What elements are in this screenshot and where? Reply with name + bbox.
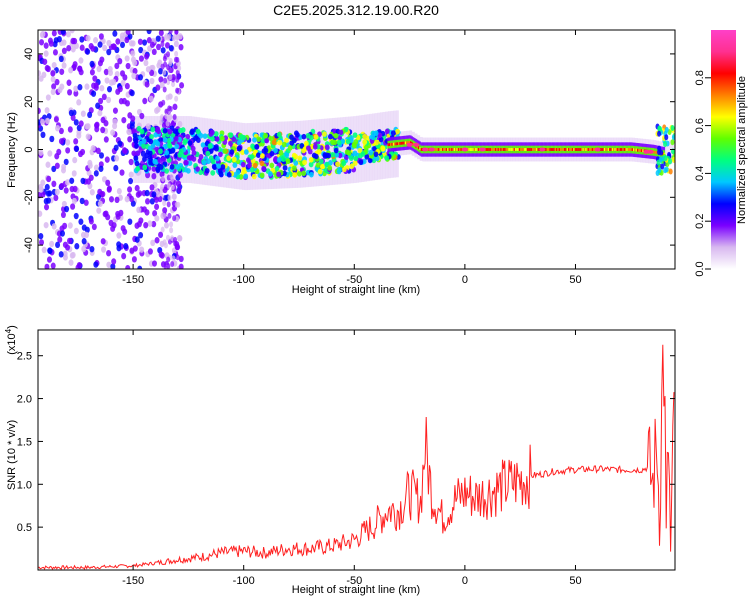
- spectrogram-x-label: Height of straight line (km): [292, 284, 420, 296]
- y-tick-label: 20: [23, 96, 35, 108]
- spectrogram-x-ticks: -150 -100 -50 0 50: [122, 30, 582, 286]
- y-tick-label: -20: [23, 189, 35, 205]
- figure-title: C2E5.2025.312.19.00.R20: [273, 2, 439, 18]
- snr-panel: -150 -100 -50 0 50 0.5 1.0 1.5 2.0 2.5 Height of…: [4, 325, 676, 596]
- x-tick-label: 50: [569, 274, 581, 286]
- x-tick-label: -50: [346, 274, 362, 286]
- y-tick-label: 1.5: [17, 436, 32, 448]
- x-tick-label: -50: [346, 575, 362, 587]
- snr-frame: [37, 329, 676, 571]
- x-tick-label: -150: [122, 274, 144, 286]
- colorbar-ticks: 0.0 0.2 0.4 0.6 0.8: [694, 70, 711, 277]
- x-tick-label: 0: [462, 274, 468, 286]
- x-tick-label: -100: [233, 575, 255, 587]
- colorbar-tick-label: 0.6: [694, 118, 706, 133]
- spectrogram-panel: -150 -100 -50 0 50 -40 -20 0 20 40 Height of str…: [6, 29, 676, 296]
- colorbar-tick-label: 0.8: [694, 70, 706, 85]
- y-tick-label: 0.5: [17, 522, 32, 534]
- colorbar: 0.0 0.2 0.4 0.6 0.8 Normalized spectral ampl…: [694, 30, 748, 277]
- colorbar-tick-label: 0.0: [694, 261, 706, 276]
- snr-series-line: [38, 344, 675, 570]
- y-tick-label: 2.0: [17, 394, 32, 406]
- spectrogram-y-ticks: -40 -20 0 20 40: [23, 48, 675, 253]
- spectrogram-heatmap: [38, 30, 675, 269]
- x-tick-label: 0: [462, 575, 468, 587]
- colorbar-gradient: [711, 30, 736, 269]
- x-tick-label: 50: [569, 575, 581, 587]
- x-tick-label: -100: [233, 274, 255, 286]
- y-tick-label: 2.5: [17, 351, 32, 363]
- snr-y-scale: (x104): [4, 325, 18, 355]
- colorbar-tick-label: 0.4: [694, 166, 706, 181]
- y-tick-label: -40: [23, 237, 35, 253]
- y-tick-label: 1.0: [17, 479, 32, 491]
- y-tick-label: 40: [23, 48, 35, 60]
- snr-y-label: SNR (10 * v/v): [6, 420, 18, 490]
- snr-x-ticks: -150 -100 -50 0 50: [122, 330, 582, 587]
- colorbar-label: Normalized spectral amplitude: [736, 76, 748, 224]
- x-tick-label: -150: [122, 575, 144, 587]
- colorbar-tick-label: 0.2: [694, 214, 706, 229]
- snr-x-label: Height of straight line (km): [292, 584, 420, 596]
- spectrogram-y-label: Frequency (Hz): [6, 112, 18, 188]
- snr-y-ticks: 0.5 1.0 1.5 2.0 2.5: [17, 351, 675, 534]
- y-tick-label: 0: [23, 146, 35, 152]
